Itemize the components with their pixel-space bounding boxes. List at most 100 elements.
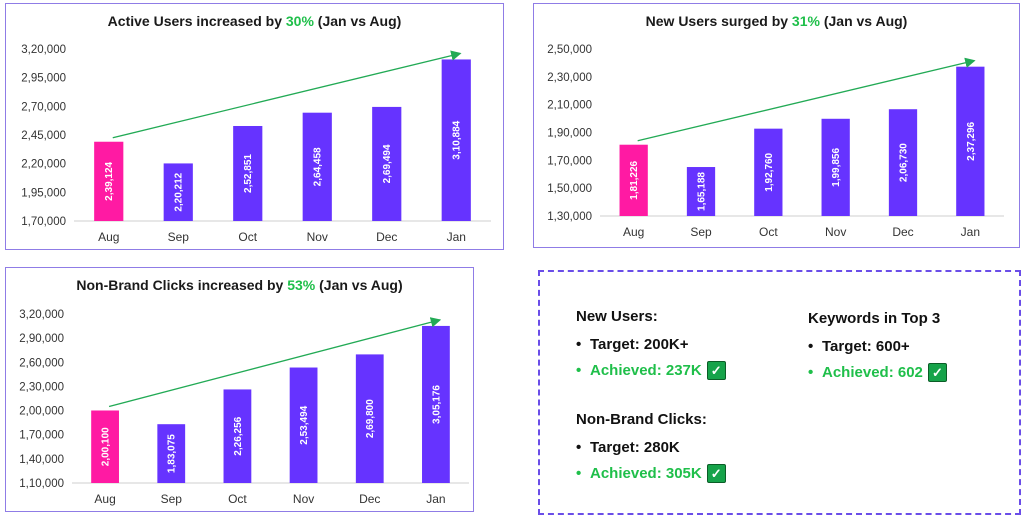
- x-tick-label: Sep: [161, 492, 183, 506]
- y-tick-label: 2,95,000: [21, 73, 66, 85]
- bar-jan: [956, 66, 985, 216]
- achieved-row: • Achieved: 305K ✓: [576, 460, 726, 486]
- x-tick-label: Nov: [825, 225, 846, 239]
- y-tick-label: 2,45,000: [21, 130, 66, 142]
- x-tick-label: Jan: [447, 230, 466, 244]
- x-tick-label: Aug: [98, 230, 119, 244]
- group-heading: Keywords in Top 3: [808, 310, 941, 327]
- bar-value-label: 2,20,212: [174, 172, 185, 211]
- chart-title-text: New Users surged by: [645, 13, 792, 29]
- check-icon: ✓: [706, 360, 726, 380]
- trend-arrow: [637, 57, 976, 142]
- chart-title-highlight: 53%: [287, 277, 316, 293]
- trend-arrow: [108, 317, 442, 408]
- bar-nov: [302, 112, 332, 221]
- bar-value-label: 2,69,494: [382, 144, 393, 183]
- target-text: Target: 600+: [822, 337, 910, 355]
- bar-value-label: 1,65,188: [697, 172, 708, 211]
- bar-value-label: 2,00,100: [101, 427, 112, 466]
- y-tick-label: 1,50,000: [547, 183, 592, 195]
- bar-value-label: 2,69,800: [365, 399, 376, 438]
- bar-aug: [91, 410, 119, 483]
- achieved-text: Achieved: 602: [822, 363, 923, 381]
- bullet: •: [576, 438, 582, 456]
- y-tick-label: 1,70,000: [547, 155, 592, 167]
- check-icon: ✓: [706, 463, 726, 483]
- x-tick-label: Sep: [690, 225, 712, 239]
- group-heading: New Users:: [576, 308, 658, 325]
- bar-aug: [94, 141, 124, 221]
- achieved-row: • Achieved: 602 ✓: [808, 359, 947, 385]
- y-tick-label: 3,20,000: [21, 44, 66, 56]
- chart-title-text: Active Users increased by: [107, 13, 286, 29]
- bar-sep: [163, 163, 193, 221]
- bullet: •: [808, 363, 814, 381]
- y-tick-label: 2,00,000: [19, 406, 64, 418]
- x-tick-label: Nov: [307, 230, 328, 244]
- chart-title: New Users surged by 31% (Jan vs Aug): [534, 13, 1019, 29]
- bar-value-label: 1,81,226: [629, 160, 640, 199]
- x-tick-label: Jan: [961, 225, 980, 239]
- bar-value-label: 3,05,176: [431, 385, 442, 424]
- bar-sep: [686, 167, 716, 216]
- x-tick-label: Aug: [94, 492, 115, 506]
- y-tick-label: 2,20,000: [21, 159, 66, 171]
- x-tick-label: Nov: [293, 492, 314, 506]
- new-users-chart-panel: New Users surged by 31% (Jan vs Aug) 1,3…: [533, 3, 1020, 248]
- target-row: • Target: 200K+: [576, 331, 726, 357]
- active-users-chart: 1,70,000 1,95,000 2,20,000 2,45,000 2,70,000…: [21, 44, 491, 244]
- bar-oct: [754, 128, 783, 216]
- bar-value-label: 1,83,075: [167, 434, 178, 473]
- chart-title-highlight: 30%: [285, 13, 314, 29]
- bar-jan: [441, 59, 471, 221]
- x-tick-label: Sep: [168, 230, 190, 244]
- bar-jan: [422, 325, 450, 483]
- y-tick-label: 3,20,000: [19, 309, 64, 321]
- y-tick-label: 2,60,000: [19, 357, 64, 369]
- check-icon: ✓: [927, 362, 947, 382]
- chart-title-highlight: 31%: [791, 13, 820, 29]
- y-tick-label: 2,10,000: [547, 100, 592, 112]
- chart-title-suffix: (Jan vs Aug): [819, 13, 908, 29]
- target-row: • Target: 280K: [576, 434, 726, 460]
- bullet: •: [808, 337, 814, 355]
- x-tick-label: Dec: [359, 492, 380, 506]
- new-users-chart: 1,30,000 1,50,000 1,70,000 1,90,000 2,10,000…: [547, 44, 1004, 239]
- bar-value-label: 2,52,851: [243, 154, 254, 193]
- bar-value-label: 3,10,884: [452, 120, 463, 159]
- targets-summary-panel: New Users: • Target: 200K+ • Achieved: 2…: [538, 270, 1021, 515]
- bar-nov: [289, 367, 318, 483]
- bar-value-label: 1,92,760: [764, 152, 775, 191]
- target-text: Target: 280K: [590, 438, 680, 456]
- bar-value-label: 1,99,856: [831, 147, 842, 186]
- x-tick-label: Aug: [623, 225, 644, 239]
- bar-value-label: 2,26,256: [233, 416, 244, 455]
- y-tick-label: 1,10,000: [19, 478, 64, 490]
- bar-value-label: 2,37,296: [966, 121, 977, 160]
- group-heading: Non-Brand Clicks:: [576, 411, 707, 428]
- achieved-text: Achieved: 305K: [590, 464, 702, 482]
- x-tick-label: Dec: [376, 230, 397, 244]
- keywords-target-group: Keywords in Top 3 • Target: 600+ • Achie…: [808, 310, 947, 385]
- non-brand-target-group: Non-Brand Clicks: • Target: 280K • Achie…: [576, 411, 726, 486]
- x-tick-label: Oct: [228, 492, 247, 506]
- bullet: •: [576, 361, 582, 379]
- y-tick-label: 1,95,000: [21, 187, 66, 199]
- new-users-target-group: New Users: • Target: 200K+ • Achieved: 2…: [576, 308, 726, 383]
- bar-dec: [372, 106, 402, 221]
- x-tick-label: Oct: [759, 225, 778, 239]
- bar-dec: [888, 109, 918, 216]
- y-tick-label: 2,30,000: [19, 381, 64, 393]
- y-tick-label: 2,70,000: [21, 101, 66, 113]
- y-tick-label: 1,40,000: [19, 454, 64, 466]
- active-users-chart-panel: Active Users increased by 30% (Jan vs Au…: [5, 3, 504, 250]
- bar-sep: [157, 424, 186, 483]
- trend-arrow: [112, 50, 462, 139]
- bar-value-label: 2,53,494: [299, 405, 310, 444]
- achieved-text: Achieved: 237K: [590, 361, 702, 379]
- y-tick-label: 2,30,000: [547, 72, 592, 84]
- chart-title-suffix: (Jan vs Aug): [313, 13, 402, 29]
- target-text: Target: 200K+: [590, 335, 689, 353]
- achieved-row: • Achieved: 237K ✓: [576, 357, 726, 383]
- y-tick-label: 2,90,000: [19, 333, 64, 345]
